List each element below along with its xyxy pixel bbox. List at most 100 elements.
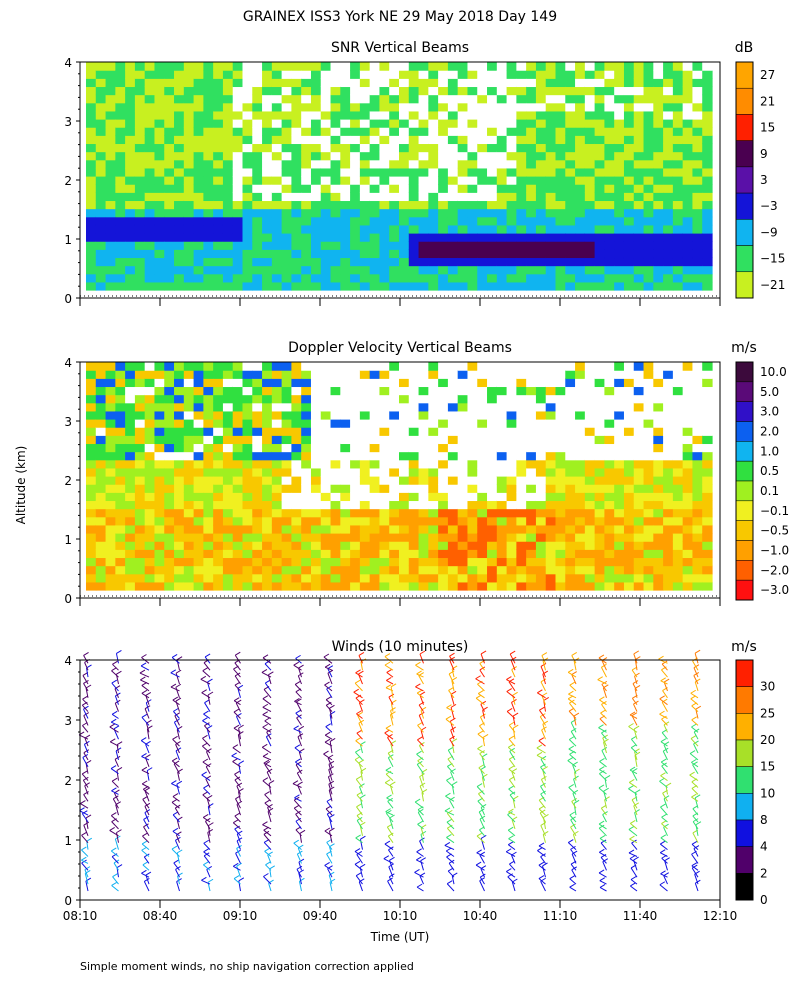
heatmap-cell (115, 460, 125, 469)
wind-barb (265, 664, 271, 670)
heatmap-cell (291, 549, 301, 558)
heatmap-cell (556, 192, 566, 201)
heatmap-cell (604, 582, 614, 591)
heatmap-cell (194, 362, 204, 371)
heatmap-cell (106, 427, 116, 436)
heatmap-cell (203, 127, 213, 136)
heatmap-cell (311, 160, 321, 169)
heatmap-cell (507, 274, 517, 283)
heatmap-cell (213, 378, 223, 387)
wind-barb (570, 887, 576, 891)
heatmap-cell (653, 468, 663, 477)
heatmap-cell (135, 217, 145, 226)
heatmap-cell (272, 525, 282, 534)
heatmap-cell (350, 557, 360, 566)
heatmap-cell (419, 557, 429, 566)
heatmap-cell (556, 541, 566, 550)
heatmap-cell (174, 427, 184, 436)
heatmap-cell (624, 566, 634, 575)
heatmap-cell (194, 411, 204, 420)
wind-barb-flag (325, 732, 330, 735)
heatmap-cell (575, 119, 585, 128)
heatmap-cell (115, 135, 125, 144)
heatmap-cell (223, 557, 233, 566)
heatmap-cell (683, 176, 693, 185)
heatmap-cell (497, 443, 507, 452)
heatmap-cell (526, 468, 536, 477)
heatmap-cell (409, 95, 419, 104)
heatmap-cell (145, 233, 155, 242)
heatmap-cell (311, 143, 321, 152)
heatmap-cell (184, 78, 194, 87)
heatmap-cell (438, 574, 448, 583)
wind-barb (539, 741, 546, 746)
heatmap-cell (96, 217, 106, 226)
heatmap-cell (115, 111, 125, 120)
heatmap-cell (702, 200, 712, 209)
wind-barb-flag (415, 662, 420, 665)
heatmap-cell (135, 266, 145, 275)
heatmap-cell (419, 411, 429, 420)
heatmap-cell (340, 574, 350, 583)
heatmap-cell (448, 557, 458, 566)
heatmap-cell (692, 111, 702, 120)
heatmap-cell (487, 168, 497, 177)
wind-barb (171, 784, 179, 788)
heatmap-cell (262, 484, 272, 493)
heatmap-cell (360, 386, 370, 395)
heatmap-cell (379, 152, 389, 161)
heatmap-cell (546, 160, 556, 169)
heatmap-cell (223, 582, 233, 591)
heatmap-cell (96, 525, 106, 534)
wind-barb (326, 727, 332, 733)
heatmap-cell (154, 160, 164, 169)
heatmap-cell (164, 266, 174, 275)
wind-barb (174, 764, 179, 774)
heatmap-cell (595, 460, 605, 469)
heatmap-cell (340, 78, 350, 87)
heatmap-cell (194, 241, 204, 250)
heatmap-cell (321, 452, 331, 461)
heatmap-cell (487, 111, 497, 120)
wind-barb-flag (233, 745, 238, 748)
heatmap-cell (125, 443, 135, 452)
heatmap-cell (419, 70, 429, 79)
wind-barb-flag (325, 828, 330, 831)
heatmap-cell (546, 192, 556, 201)
wind-barb-flag (508, 827, 513, 830)
heatmap-cell (370, 160, 380, 169)
heatmap-cell (252, 427, 262, 436)
heatmap-cell (516, 184, 526, 193)
heatmap-cell (565, 443, 575, 452)
wind-barb-flag (355, 861, 360, 864)
wind-barb-flag (357, 730, 362, 733)
heatmap-cell (106, 533, 116, 542)
heatmap-cell (653, 362, 663, 371)
heatmap-cell (389, 62, 399, 71)
heatmap-cell (389, 419, 399, 428)
heatmap-cell (301, 574, 311, 583)
heatmap-cell (174, 135, 184, 144)
wind-barb (265, 795, 271, 802)
heatmap-cell (213, 95, 223, 104)
heatmap-cell (145, 525, 155, 534)
heatmap-cell (526, 557, 536, 566)
wind-barb-flag (508, 842, 513, 845)
heatmap-cell (389, 160, 399, 169)
heatmap-cell (526, 378, 536, 387)
heatmap-cell (145, 70, 155, 79)
wind-barb (296, 692, 302, 698)
heatmap-cell (428, 468, 438, 477)
wind-barb-flag (446, 834, 451, 837)
heatmap-cell (575, 452, 585, 461)
heatmap-cell (331, 233, 341, 242)
heatmap-cell (96, 241, 106, 250)
heatmap-cell (644, 200, 654, 209)
heatmap-cell (653, 119, 663, 128)
heatmap-cell (575, 468, 585, 477)
heatmap-cell (135, 127, 145, 136)
heatmap-cell (663, 386, 673, 395)
wind-barb-flag (539, 843, 544, 846)
